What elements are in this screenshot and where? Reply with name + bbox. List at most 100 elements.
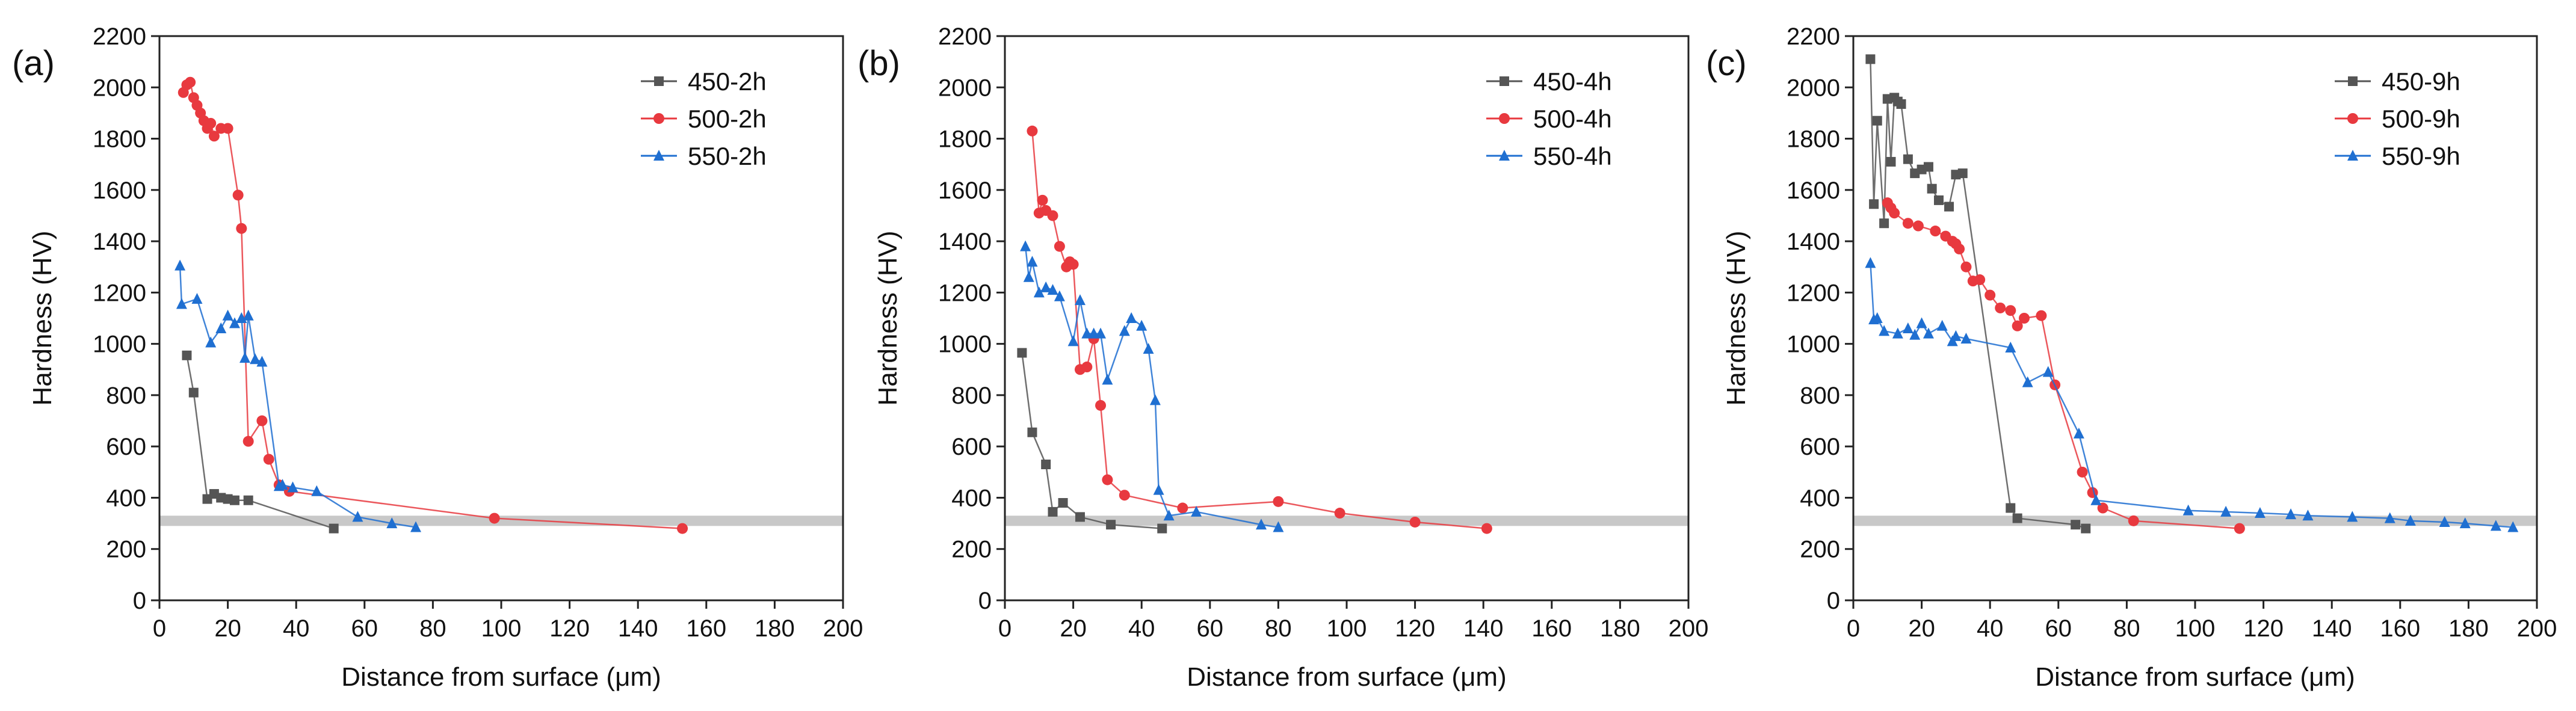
x-tick-label: 140 [2312, 615, 2352, 642]
data-point [1041, 460, 1051, 470]
series-layer [175, 76, 688, 534]
series-layer [1865, 54, 2519, 534]
data-point [1037, 194, 1048, 206]
data-point [1081, 362, 1093, 373]
data-point [2128, 515, 2139, 526]
legend-label: 500-4h [1533, 105, 1612, 133]
legend-label: 500-2h [688, 105, 767, 133]
data-point [386, 517, 398, 529]
y-axis-label: Hardness (HV) [1722, 231, 1751, 406]
x-axis-label: Distance from surface (μm) [1187, 662, 1506, 692]
legend-label: 500-9h [2382, 105, 2460, 133]
y-tick-label: 1000 [1787, 331, 1840, 358]
data-point [1058, 497, 1068, 508]
panel-a: 0 20 40 60 80 100 120 140 160 180 200 0 200 400 600 80… [12, 23, 863, 692]
data-point [352, 511, 363, 522]
data-point [185, 76, 196, 88]
x-tick-label: 20 [214, 615, 241, 642]
legend-marker [1499, 113, 1510, 124]
data-point [1944, 202, 1954, 212]
data-point [1927, 183, 1937, 194]
panel-label: (a) [12, 44, 55, 83]
data-point [1047, 284, 1058, 295]
series-550-4h [1020, 240, 1284, 532]
data-point [329, 523, 339, 534]
data-point [1934, 195, 1944, 205]
data-point [2220, 505, 2232, 517]
series-450-9h [1865, 54, 2091, 534]
data-point [2019, 313, 2030, 324]
data-point [2006, 503, 2016, 513]
x-tick-label: 0 [998, 615, 1012, 642]
data-point [1930, 226, 1941, 237]
band [159, 516, 843, 526]
data-point [1040, 281, 1052, 292]
y-tick-label: 200 [951, 537, 992, 563]
legend-item: 450-4h [1486, 67, 1612, 96]
data-point [1054, 241, 1065, 252]
data-point [1067, 259, 1079, 270]
band [1853, 516, 2537, 526]
series-550-2h [175, 259, 421, 532]
data-point [1054, 290, 1065, 301]
legend-item: 500-2h [641, 105, 767, 133]
data-point [1903, 154, 1913, 164]
data-point [2005, 305, 2016, 316]
y-tick-label: 1600 [938, 177, 992, 204]
data-point [1923, 162, 1933, 172]
data-point [677, 523, 688, 534]
data-point [287, 481, 298, 493]
series-500-9h [1882, 197, 2245, 534]
y-tick-label: 400 [106, 485, 146, 511]
data-point [1119, 325, 1130, 336]
y-tick-label: 1800 [93, 126, 146, 153]
x-tick-label: 160 [1531, 615, 1572, 642]
data-point [1273, 521, 1284, 532]
data-point [1088, 327, 1099, 339]
data-point [2459, 517, 2471, 529]
data-point [1936, 319, 1948, 331]
x-tick-label: 120 [1395, 615, 1435, 642]
data-point [1126, 312, 1137, 323]
panel-label: (b) [857, 44, 900, 83]
data-point [1102, 374, 1113, 385]
data-point [277, 479, 288, 490]
y-tick-label: 1200 [938, 280, 992, 306]
series-layer [1017, 125, 1492, 534]
data-point [1095, 327, 1107, 339]
y-tick-label: 1600 [1787, 177, 1840, 204]
data-point [2012, 513, 2022, 523]
y-tick-label: 2000 [938, 75, 992, 101]
data-point [1409, 516, 1421, 528]
data-point [2022, 376, 2033, 387]
legend-item: 500-9h [2335, 105, 2460, 133]
data-point [1912, 220, 1924, 232]
legend-item: 550-4h [1486, 142, 1612, 170]
data-point [1985, 289, 1996, 301]
data-point [2405, 514, 2416, 526]
data-point [232, 189, 244, 201]
x-tick-label: 200 [823, 615, 863, 642]
data-point [2036, 310, 2047, 321]
data-point [1902, 322, 1913, 334]
data-point [1074, 294, 1086, 306]
legend-marker [1500, 76, 1509, 86]
data-point [1960, 261, 1972, 272]
y-tick-label: 2000 [93, 75, 146, 101]
y-tick-label: 1800 [938, 126, 992, 153]
data-point [243, 495, 253, 505]
data-point [1334, 508, 1345, 519]
data-point [1865, 257, 1876, 268]
data-point [2073, 427, 2084, 439]
y-tick-label: 1400 [1787, 229, 1840, 255]
data-point [1872, 115, 1882, 126]
data-point [1027, 256, 1038, 267]
legend-marker [653, 150, 664, 161]
x-tick-label: 20 [1908, 615, 1935, 642]
legend-item: 500-4h [1486, 105, 1612, 133]
data-point [1081, 327, 1093, 339]
y-tick-label: 1000 [93, 331, 146, 358]
data-point [1017, 348, 1027, 358]
data-point [1023, 271, 1034, 282]
data-point [1177, 502, 1188, 514]
